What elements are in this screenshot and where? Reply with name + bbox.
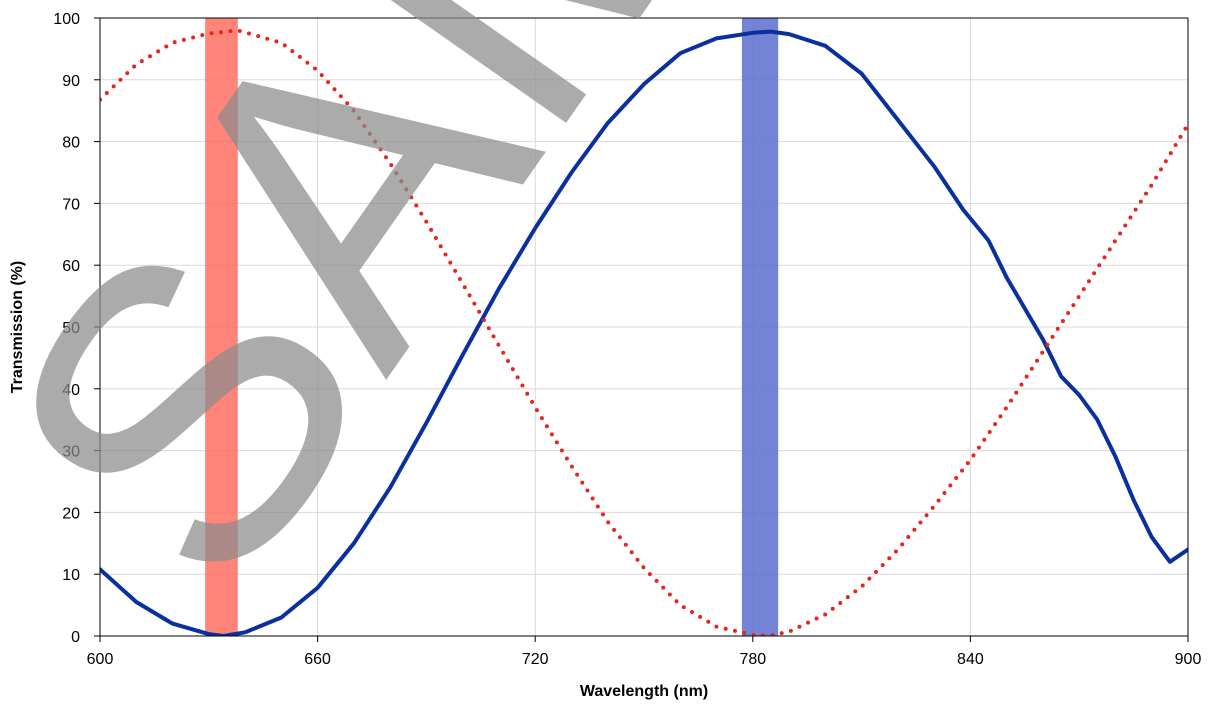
y-tick-label: 30	[62, 444, 80, 461]
x-tick-label: 780	[739, 651, 766, 668]
x-tick-label: 720	[522, 651, 549, 668]
y-tick-label: 20	[62, 505, 80, 522]
x-axis-title: Wavelength (nm)	[580, 683, 708, 700]
x-tick-label: 840	[957, 651, 984, 668]
y-tick-label: 80	[62, 135, 80, 152]
wavelength-bands	[205, 18, 779, 636]
watermark: SAMPLE	[0, 0, 1208, 662]
y-tick-label: 70	[62, 196, 80, 213]
wavelength-band-2	[741, 18, 779, 636]
y-tick-label: 50	[62, 320, 80, 337]
y-tick-label: 40	[62, 382, 80, 399]
y-tick-label: 60	[62, 258, 80, 275]
x-tick-label: 600	[87, 651, 114, 668]
y-tick-label: 0	[71, 629, 80, 646]
y-tick-label: 100	[53, 11, 80, 28]
x-tick-label: 900	[1175, 651, 1202, 668]
y-tick-label: 90	[62, 73, 80, 90]
dotted-series-line	[100, 28, 1188, 636]
y-axis-title: Transmission (%)	[9, 261, 26, 393]
y-tick-label: 10	[62, 567, 80, 584]
wavelength-band-1	[205, 18, 238, 636]
solid-series-line	[100, 29, 1188, 636]
x-tick-label: 660	[304, 651, 331, 668]
tick-labels: 600 660 720 780 840 900 0 10 20 30 40 50 60 70 80 90 100	[53, 11, 1201, 668]
data-series	[100, 28, 1188, 636]
